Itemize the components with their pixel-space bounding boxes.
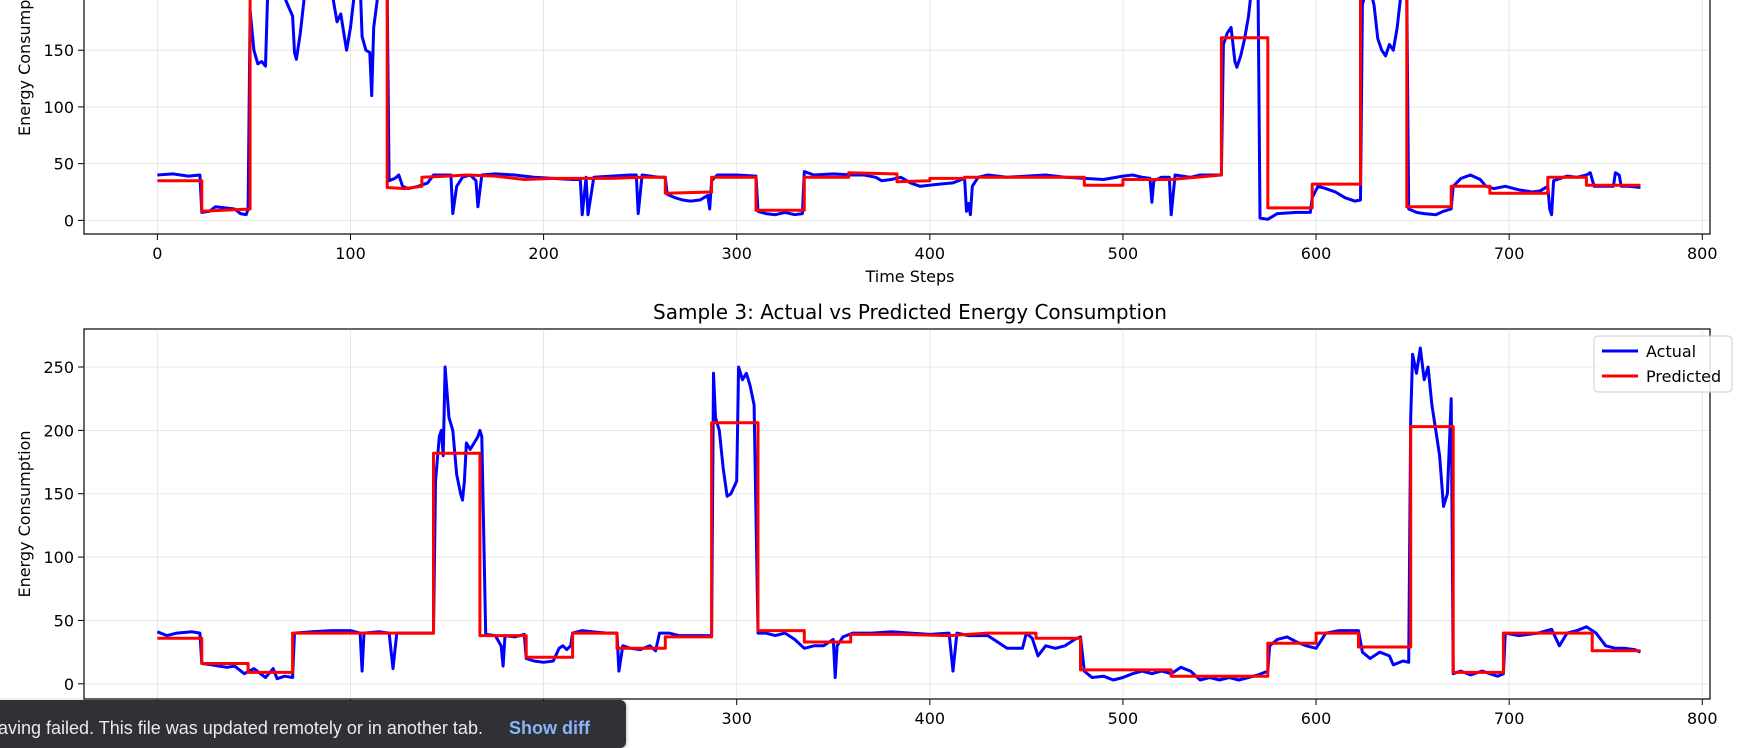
y-tick-label: 50 <box>54 155 74 174</box>
series-line-predicted <box>157 0 1641 213</box>
plot-top-x-ticks: 0 100 200 300 400 500 600 700 800 <box>152 234 1718 263</box>
plot-top-frame <box>83 0 1711 235</box>
plot-bottom: Sample 3: Actual vs Predicted Energy Con… <box>15 300 1733 728</box>
plot-top: 0 100 200 300 400 500 600 700 800 0 50 100 150 Time… <box>15 0 1718 286</box>
plot-bottom-title: Sample 3: Actual vs Predicted Energy Con… <box>653 300 1167 324</box>
notification-message: Saving failed. This file was updated rem… <box>0 718 483 738</box>
x-tick-label: 500 <box>1108 709 1139 728</box>
x-tick-label: 800 <box>1687 244 1718 263</box>
x-tick-label: 400 <box>915 244 946 263</box>
series-line-actual <box>156 346 1642 682</box>
x-tick-label: 300 <box>721 709 752 728</box>
y-tick-label: 100 <box>43 548 74 567</box>
x-tick-label: 700 <box>1494 709 1525 728</box>
legend-actual-label: Actual <box>1646 342 1696 361</box>
x-tick-label: 0 <box>152 244 162 263</box>
x-tick-label: 100 <box>335 244 366 263</box>
plot-bottom-frame <box>83 328 1711 700</box>
x-tick-label: 800 <box>1687 709 1718 728</box>
y-tick-label: 0 <box>64 675 74 694</box>
y-tick-label: 200 <box>43 421 74 440</box>
series-line-predicted <box>157 421 1641 678</box>
plot-bottom-series <box>156 346 1642 682</box>
y-tick-label: 150 <box>43 41 74 60</box>
plot-top-y-ticks: 0 50 100 150 <box>43 41 84 230</box>
plot-top-series <box>157 0 1641 221</box>
legend: Actual Predicted <box>1593 335 1733 393</box>
x-tick-label: 500 <box>1108 244 1139 263</box>
plot-top-y-axis-label: Energy Consump <box>15 0 34 136</box>
plot-bottom-y-ticks: 0 50 100 150 200 250 <box>43 358 84 694</box>
plot-top-grid <box>84 0 1710 234</box>
plot-bottom-y-axis-label: Energy Consumption <box>15 430 34 597</box>
x-tick-label: 600 <box>1301 244 1332 263</box>
plot-top-x-axis-label: Time Steps <box>864 267 954 286</box>
save-failed-notification: Saving failed. This file was updated rem… <box>0 700 626 748</box>
x-tick-label: 600 <box>1301 709 1332 728</box>
x-tick-label: 700 <box>1494 244 1525 263</box>
y-tick-label: 0 <box>64 211 74 230</box>
x-tick-label: 300 <box>721 244 752 263</box>
show-diff-link[interactable]: Show diff <box>508 718 590 738</box>
series-line-actual <box>157 0 1641 221</box>
x-tick-label: 200 <box>528 244 559 263</box>
y-tick-label: 50 <box>54 611 74 630</box>
legend-predicted-label: Predicted <box>1646 367 1721 386</box>
x-tick-label: 400 <box>915 709 946 728</box>
y-tick-label: 100 <box>43 98 74 117</box>
y-tick-label: 250 <box>43 358 74 377</box>
y-tick-label: 150 <box>43 485 74 504</box>
